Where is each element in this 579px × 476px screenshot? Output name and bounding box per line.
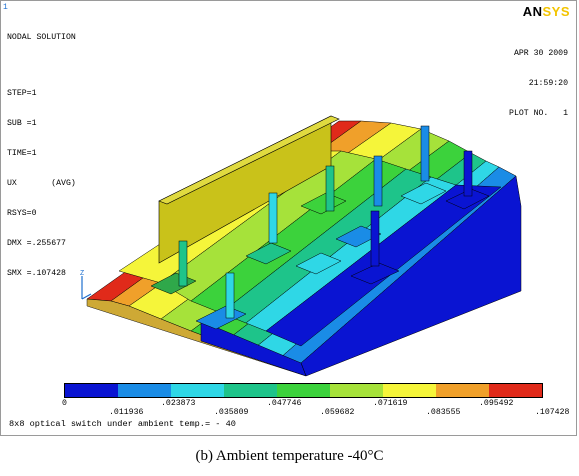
plot-date: APR 30 2009: [513, 49, 568, 58]
sub-value: SUB =1: [7, 119, 37, 128]
pad-5: [335, 225, 382, 248]
time-value: TIME=1: [7, 149, 37, 158]
ansys-logo: ANSYS: [523, 4, 570, 19]
legend-swatch-1: [118, 384, 171, 397]
legend-swatch-4: [277, 384, 330, 397]
legend-swatch-8: [489, 384, 542, 397]
rsys-value: RSYS=0: [7, 209, 37, 218]
legend-swatch-2: [171, 384, 224, 397]
legend-swatch-6: [383, 384, 436, 397]
solution-info-block: NODAL SOLUTION STEP=1 SUB =1 TIME=1 UX (…: [7, 13, 76, 299]
dmx-value: DMX =.255677: [7, 239, 66, 248]
legend-label-5: .059682: [320, 408, 355, 417]
legend-label-0: 0: [62, 399, 67, 408]
plot-number: PLOT NO. 1: [509, 109, 568, 118]
figure-caption: (b) Ambient temperature -40°C: [195, 448, 384, 464]
legend-label-6: .071619: [373, 399, 408, 408]
pin-4: [325, 165, 335, 212]
pin-3: [268, 192, 278, 244]
pad-8: [400, 182, 447, 205]
axis-z-label: Z: [80, 270, 84, 278]
step-value: STEP=1: [7, 89, 37, 98]
component-value: UX (AVG): [7, 179, 76, 188]
logo-text-accent: SYS: [542, 4, 570, 19]
back-wall-top: [158, 115, 340, 205]
legend-label-8: .095492: [479, 399, 514, 408]
contour-model: Z: [80, 115, 522, 377]
plot-stamp: APR 30 2009 21:59:20 PLOT NO. 1: [509, 29, 568, 139]
pin-1: [178, 240, 188, 287]
pin-5: [373, 155, 383, 207]
pin-2: [225, 272, 235, 319]
color-legend-bar: [64, 383, 543, 398]
base-front-blue: [200, 320, 307, 377]
smx-value: SMX =.107428: [7, 269, 66, 278]
legend-swatch-5: [330, 384, 383, 397]
legend-label-1: .011936: [109, 408, 144, 417]
legend-swatch-0: [65, 384, 118, 397]
logo-text: AN: [522, 4, 543, 19]
pad-6: [350, 262, 400, 285]
pad-3: [245, 242, 292, 265]
legend-label-4: .047746: [267, 399, 302, 408]
pin-8: [463, 150, 473, 197]
legend-label-3: .035809: [214, 408, 249, 417]
legend-swatch-3: [224, 384, 277, 397]
pin-6: [420, 125, 430, 182]
plot-window: 1 ANSYS NODAL SOLUTION STEP=1 SUB =1 TIM…: [0, 0, 577, 436]
pad-9: [445, 188, 490, 210]
pad-7: [300, 192, 347, 215]
legend-swatch-7: [436, 384, 489, 397]
legend-label-2: .023873: [161, 399, 196, 408]
pin-7: [370, 210, 380, 267]
axis-x: [81, 293, 92, 300]
legend-label-7: .083555: [426, 408, 461, 417]
legend-label-9: .107428: [535, 408, 570, 417]
window-number: 1: [3, 3, 8, 12]
pad-4: [295, 252, 342, 275]
plot-caption: 8x8 optical switch under ambient temp.= …: [9, 419, 236, 429]
plot-time: 21:59:20: [528, 79, 568, 88]
solution-title: NODAL SOLUTION: [7, 33, 76, 42]
